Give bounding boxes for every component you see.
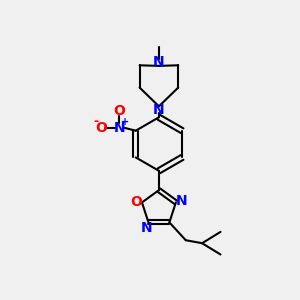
Text: N: N xyxy=(176,194,188,208)
Text: N: N xyxy=(141,221,153,235)
Text: N: N xyxy=(114,121,125,135)
Text: O: O xyxy=(131,195,142,209)
Text: O: O xyxy=(95,121,107,135)
Text: N: N xyxy=(153,103,165,117)
Text: -: - xyxy=(93,115,98,128)
Text: +: + xyxy=(121,117,129,127)
Text: O: O xyxy=(113,104,125,118)
Text: N: N xyxy=(153,55,165,69)
